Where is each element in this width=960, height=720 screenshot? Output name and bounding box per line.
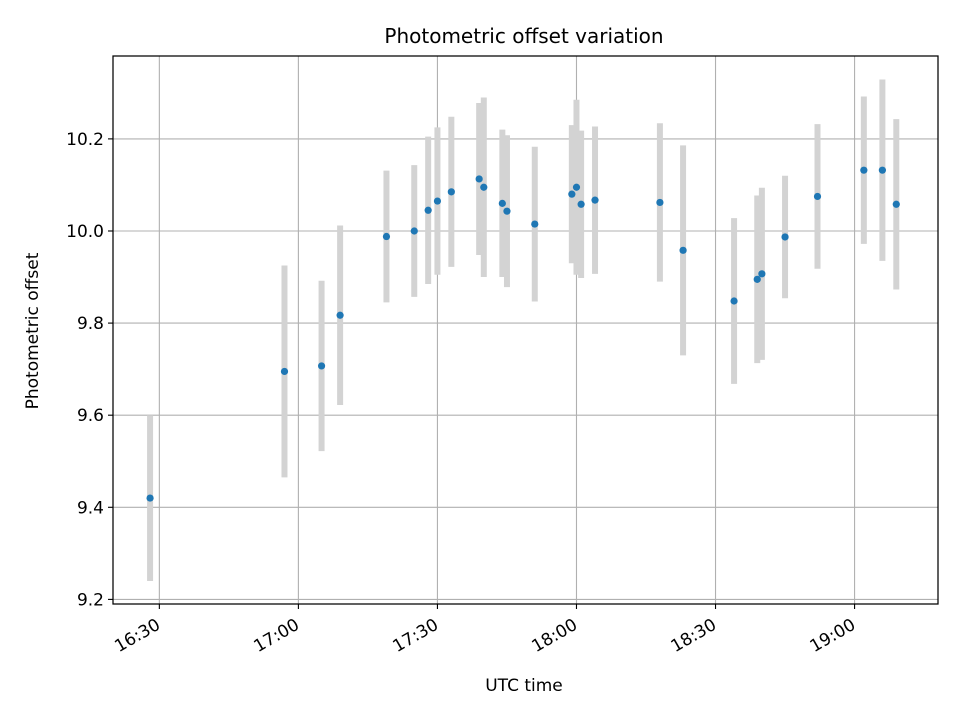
- data-point: [480, 183, 488, 191]
- data-point: [317, 362, 326, 370]
- data-point: [424, 206, 432, 214]
- data-points: [146, 166, 900, 502]
- data-point: [382, 232, 391, 241]
- y-tick-label: 10.2: [66, 130, 104, 150]
- data-point: [679, 246, 687, 254]
- data-point: [860, 166, 868, 174]
- data-point: [878, 166, 886, 174]
- plot-area-frame: [112, 55, 939, 605]
- x-axis-label: UTC time: [485, 676, 563, 696]
- data-point: [531, 220, 539, 228]
- data-point: [498, 199, 506, 207]
- data-point: [591, 196, 599, 204]
- data-point: [433, 197, 442, 205]
- data-point: [146, 494, 154, 502]
- data-point: [336, 311, 344, 319]
- y-tick-label: 10.0: [66, 222, 104, 242]
- data-point: [656, 198, 664, 207]
- chart-title: Photometric offset variation: [384, 24, 663, 48]
- y-axis-ticks: 9.2 9.4 9.6 9.8 10.0 10.2: [66, 130, 113, 610]
- data-point: [577, 200, 585, 208]
- y-tick-label: 9.8: [77, 314, 104, 334]
- y-axis-label: Photometric offset: [23, 252, 43, 409]
- data-point: [280, 367, 289, 376]
- data-point: [475, 175, 483, 183]
- data-point: [753, 275, 761, 283]
- data-point: [892, 200, 900, 208]
- data-point: [568, 190, 576, 198]
- data-point: [410, 227, 418, 235]
- y-tick-label: 9.2: [77, 590, 104, 610]
- y-tick-label: 9.6: [77, 406, 104, 426]
- data-point: [781, 233, 789, 241]
- y-tick-label: 9.4: [77, 498, 104, 518]
- data-point: [572, 183, 581, 191]
- data-point: [813, 192, 822, 201]
- data-point: [447, 188, 455, 196]
- data-point: [730, 297, 738, 305]
- data-point: [503, 207, 511, 215]
- data-point: [758, 270, 766, 278]
